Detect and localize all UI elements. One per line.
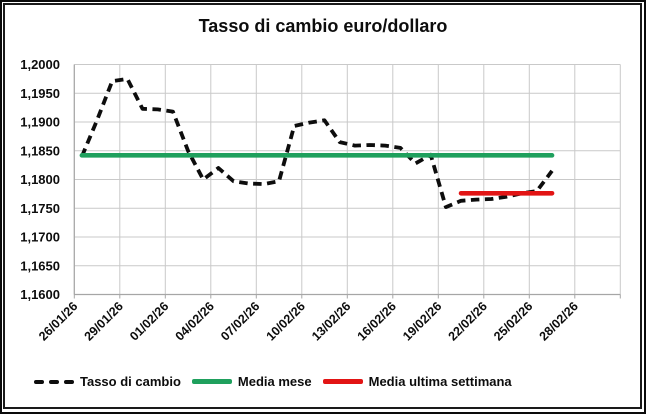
x-axis-label: 01/02/26	[127, 299, 171, 343]
legend-label: Media ultima settimana	[368, 374, 512, 389]
y-axis-label: 1,1950	[20, 86, 60, 101]
x-axis-label: 25/02/26	[491, 299, 535, 343]
solid-line-sample-icon	[191, 379, 232, 384]
solid-line-sample-icon	[322, 379, 363, 384]
series-tasso-di-cambio[interactable]	[80, 77, 554, 210]
y-axis-label: 1,1600	[20, 287, 60, 302]
y-axis-label: 1,1900	[20, 115, 60, 130]
y-axis-label: 1,1800	[20, 172, 60, 187]
x-axis-label: 07/02/26	[218, 299, 262, 343]
y-axis-label: 1,1850	[20, 143, 60, 158]
x-axis-label: 13/02/26	[309, 299, 353, 343]
legend-label: Media mese	[237, 374, 312, 389]
x-axis-label: 19/02/26	[400, 299, 444, 343]
x-axis-label: 26/01/26	[36, 299, 80, 343]
legend-label: Tasso di cambio	[80, 374, 181, 389]
x-axis-label: 29/01/26	[82, 299, 126, 343]
y-axis-label: 1,1700	[20, 230, 60, 245]
x-axis-label: 16/02/26	[355, 299, 399, 343]
legend-item-tasso-di-cambio[interactable]: Tasso di cambio	[34, 374, 181, 389]
legend-item-media-mese[interactable]: Media mese	[191, 374, 312, 389]
y-axis-label: 1,1650	[20, 258, 60, 273]
x-axis-label: 04/02/26	[173, 299, 217, 343]
x-axis-label: 10/02/26	[264, 299, 308, 343]
legend: Tasso di cambio Media mese Media ultima …	[34, 374, 512, 389]
legend-item-media-ultima-settimana[interactable]: Media ultima settimana	[322, 374, 512, 389]
x-axis-label: 22/02/26	[446, 299, 490, 343]
y-axis-label: 1,1750	[20, 201, 60, 216]
y-axis-label: 1,2000	[20, 57, 60, 72]
chart-title: Tasso di cambio euro/dollaro	[198, 16, 448, 36]
x-axis-label: 28/02/26	[537, 299, 581, 343]
chart-frame[interactable]	[3, 3, 642, 409]
dashed-line-sample-icon	[34, 379, 74, 384]
